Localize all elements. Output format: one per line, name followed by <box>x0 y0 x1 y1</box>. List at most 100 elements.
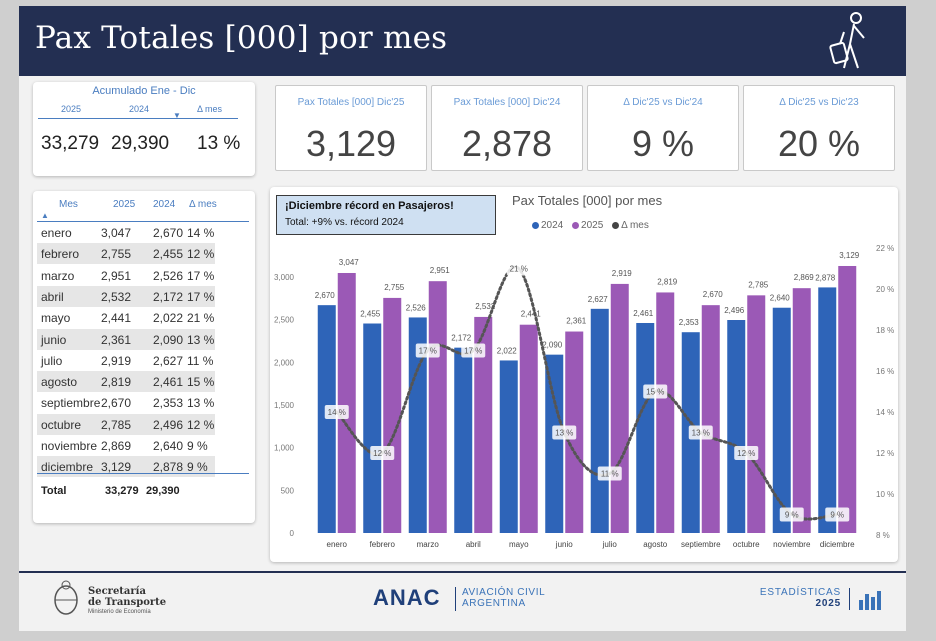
y-left-tick-label: 0 <box>290 529 295 538</box>
value-2024-cell: 2,640 <box>153 439 184 453</box>
x-tick-label: abril <box>466 540 481 549</box>
value-2025-cell: 2,670 <box>101 396 132 411</box>
value-2025-cell: 2,869 <box>101 439 132 453</box>
table-row[interactable]: julio 2,919 2,627 11 % <box>37 350 215 371</box>
y-left-tick-label: 500 <box>281 486 295 495</box>
total-2025: 33,279 <box>105 485 139 497</box>
value-2024-cell: 2,496 <box>153 417 184 432</box>
column-header-2025[interactable]: 2025 <box>113 199 136 210</box>
x-tick-label: marzo <box>417 540 440 549</box>
bar-2024 <box>454 347 473 533</box>
legend-label-2025: 2025 <box>581 220 604 231</box>
anac-separator <box>455 587 456 611</box>
est-year: 2025 <box>815 598 841 609</box>
bar-2025 <box>428 281 447 533</box>
bar-2025 <box>701 305 720 533</box>
x-tick-label: febrero <box>370 540 396 549</box>
anac-subtitle: AVIACIÓN CIVIL ARGENTINA <box>462 587 545 609</box>
delta-cell: 12 % <box>187 247 215 262</box>
sort-arrow-icon[interactable]: ▼ <box>173 111 181 120</box>
delta-label: 15 % <box>646 388 664 397</box>
table-row[interactable]: enero 3,047 2,670 14 % <box>37 222 215 243</box>
total-label: Total <box>41 485 67 497</box>
data-label-2024: 2,640 <box>770 294 791 303</box>
delta-cell: 15 % <box>187 375 215 390</box>
bar-2024 <box>363 323 382 533</box>
kpi-card-delta-dic24: Δ Dic'25 vs Dic'24 9 % <box>587 85 739 171</box>
bar-2024 <box>408 317 427 533</box>
month-cell: noviembre <box>41 439 98 453</box>
x-tick-label: octubre <box>733 540 760 549</box>
column-header-2024[interactable]: 2024 <box>153 199 176 210</box>
table-row[interactable]: junio 2,361 2,090 13 % <box>37 328 215 350</box>
delta-label-bg <box>370 446 395 460</box>
delta-label-bg <box>734 446 759 460</box>
sort-ascending-icon[interactable]: ▲ <box>41 211 49 220</box>
table-row[interactable]: noviembre 2,869 2,640 9 % <box>37 435 215 456</box>
column-header-delta[interactable]: Δ mes <box>189 199 217 210</box>
table-row[interactable]: febrero 2,755 2,455 12 % <box>37 243 215 265</box>
table-header-divider <box>37 221 249 222</box>
estadisticas-label: ESTADÍSTICAS 2025 <box>755 587 841 609</box>
page-title: Pax Totales [000] por mes <box>35 20 448 56</box>
delta-label: 9 % <box>785 511 799 520</box>
value-2024-cell: 2,172 <box>153 289 184 304</box>
bar-stats-icon <box>859 591 881 610</box>
y-right-tick-label: 18 % <box>876 326 894 335</box>
delta-label-bg <box>324 405 349 419</box>
y-right-tick-label: 22 % <box>876 244 894 253</box>
delta-label-bg <box>461 343 486 358</box>
y-left-tick-label: 1,000 <box>274 444 295 453</box>
legend-item-delta[interactable]: Δ mes <box>612 220 649 231</box>
data-label-2025: 3,129 <box>839 251 860 260</box>
bar-2024 <box>499 360 518 533</box>
y-left-tick-label: 2,500 <box>274 316 295 325</box>
column-header-mes[interactable]: Mes <box>59 199 78 210</box>
table-row[interactable]: mayo 2,441 2,022 21 % <box>37 307 215 328</box>
chart-title: Pax Totales [000] por mes <box>512 193 663 208</box>
legend-dot-delta <box>612 221 620 229</box>
legend-item-2025[interactable]: 2025 <box>572 220 603 231</box>
bar-2024 <box>772 307 791 533</box>
total-2024: 29,390 <box>146 485 180 497</box>
delta-label: 17 % <box>419 347 437 356</box>
table-row[interactable]: diciembre 3,129 2,878 9 % <box>37 456 215 478</box>
y-left-tick-label: 2,000 <box>274 358 295 367</box>
bar-2025 <box>474 316 493 533</box>
accumulated-2024-value: 29,390 <box>111 133 170 154</box>
data-label-2025: 2,532 <box>475 302 496 311</box>
delta-cell: 11 % <box>187 353 214 368</box>
footer-divider <box>19 571 906 573</box>
table-row[interactable]: agosto 2,819 2,461 15 % <box>37 371 215 393</box>
value-2024-cell: 2,526 <box>153 268 184 283</box>
accumulated-delta-value: 13 % <box>197 133 241 154</box>
y-right-tick-label: 16 % <box>876 367 894 376</box>
legend-item-2024[interactable]: 2024 <box>532 220 563 231</box>
secretaria-line2: de Transporte <box>88 597 167 608</box>
accumulated-divider <box>38 118 238 119</box>
monthly-table: Mes 2025 2024 Δ mes ▲ enero 3,047 2,670 14 … <box>33 191 255 523</box>
x-tick-label: septiembre <box>681 540 721 549</box>
value-2025-cell: 2,785 <box>101 417 132 432</box>
data-label-2024: 2,878 <box>815 273 836 282</box>
value-2025-cell: 2,441 <box>101 311 132 326</box>
table-row[interactable]: septiembre 2,670 2,353 13 % <box>37 392 215 413</box>
table-row[interactable]: abril 2,532 2,172 17 % <box>37 285 215 307</box>
bar-2024 <box>818 287 837 533</box>
month-cell: septiembre <box>41 396 101 411</box>
data-label-2025: 2,819 <box>657 277 678 286</box>
month-cell: enero <box>41 226 72 240</box>
table-row[interactable]: octubre 2,785 2,496 12 % <box>37 413 215 435</box>
y-left-tick-label: 1,500 <box>274 401 295 410</box>
delta-label: 9 % <box>830 511 844 520</box>
data-label-2024: 2,461 <box>633 309 654 318</box>
delta-cell: 17 % <box>187 268 215 283</box>
month-cell: junio <box>41 332 67 347</box>
delta-label-bg <box>506 261 531 276</box>
month-cell: octubre <box>41 417 82 432</box>
table-row[interactable]: marzo 2,951 2,526 17 % <box>37 265 215 286</box>
accumulated-header-delta: Δ mes <box>197 104 223 114</box>
delta-label: 11 % <box>601 470 619 479</box>
month-cell: febrero <box>41 247 80 262</box>
kpi-value: 20 % <box>777 123 861 164</box>
